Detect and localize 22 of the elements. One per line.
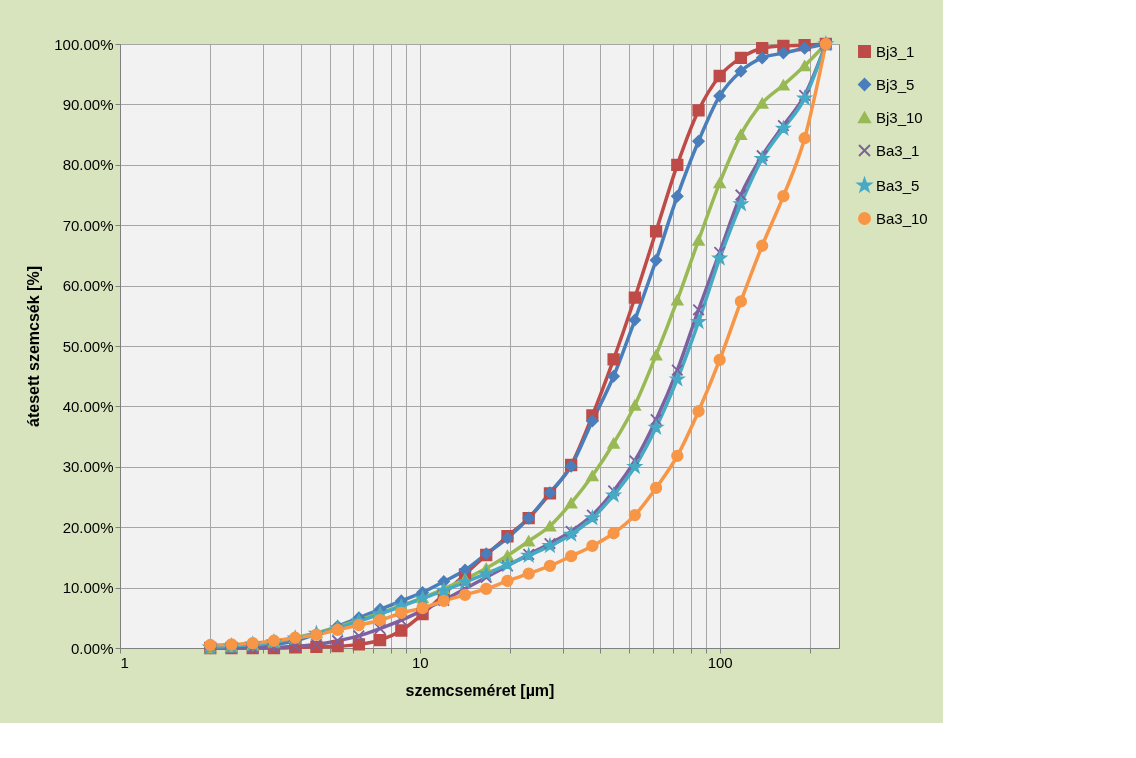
legend-label: Bj3_5: [876, 75, 915, 93]
x-axis-title: szemcseméret [µm]: [405, 681, 555, 699]
legend-label: Ba3_1: [876, 141, 920, 159]
legend-label: Ba3_10: [876, 209, 928, 227]
legend-label: Ba3_5: [876, 176, 920, 194]
legend-label: Bj3_10: [876, 108, 923, 126]
y-tick-label: 100.00%: [54, 35, 114, 53]
y-tick-label: 50.00%: [62, 337, 114, 355]
y-tick-label: 30.00%: [62, 458, 114, 476]
y-tick-label: 20.00%: [62, 518, 114, 536]
x-tick-label: 1: [120, 653, 129, 671]
y-axis-title: átesett szemcsék [%]: [25, 266, 43, 427]
x-tick-label: 10: [412, 653, 429, 671]
legend-label: Bj3_1: [876, 42, 915, 60]
y-tick-label: 10.00%: [62, 579, 114, 597]
y-tick-label: 0.00%: [70, 639, 114, 657]
x-tick-label: 100: [707, 653, 733, 671]
y-tick-label: 80.00%: [62, 156, 114, 174]
y-tick-label: 60.00%: [62, 277, 114, 295]
y-tick-label: 90.00%: [62, 95, 114, 113]
y-tick-label: 70.00%: [62, 216, 114, 234]
y-tick-label: 40.00%: [62, 397, 114, 415]
